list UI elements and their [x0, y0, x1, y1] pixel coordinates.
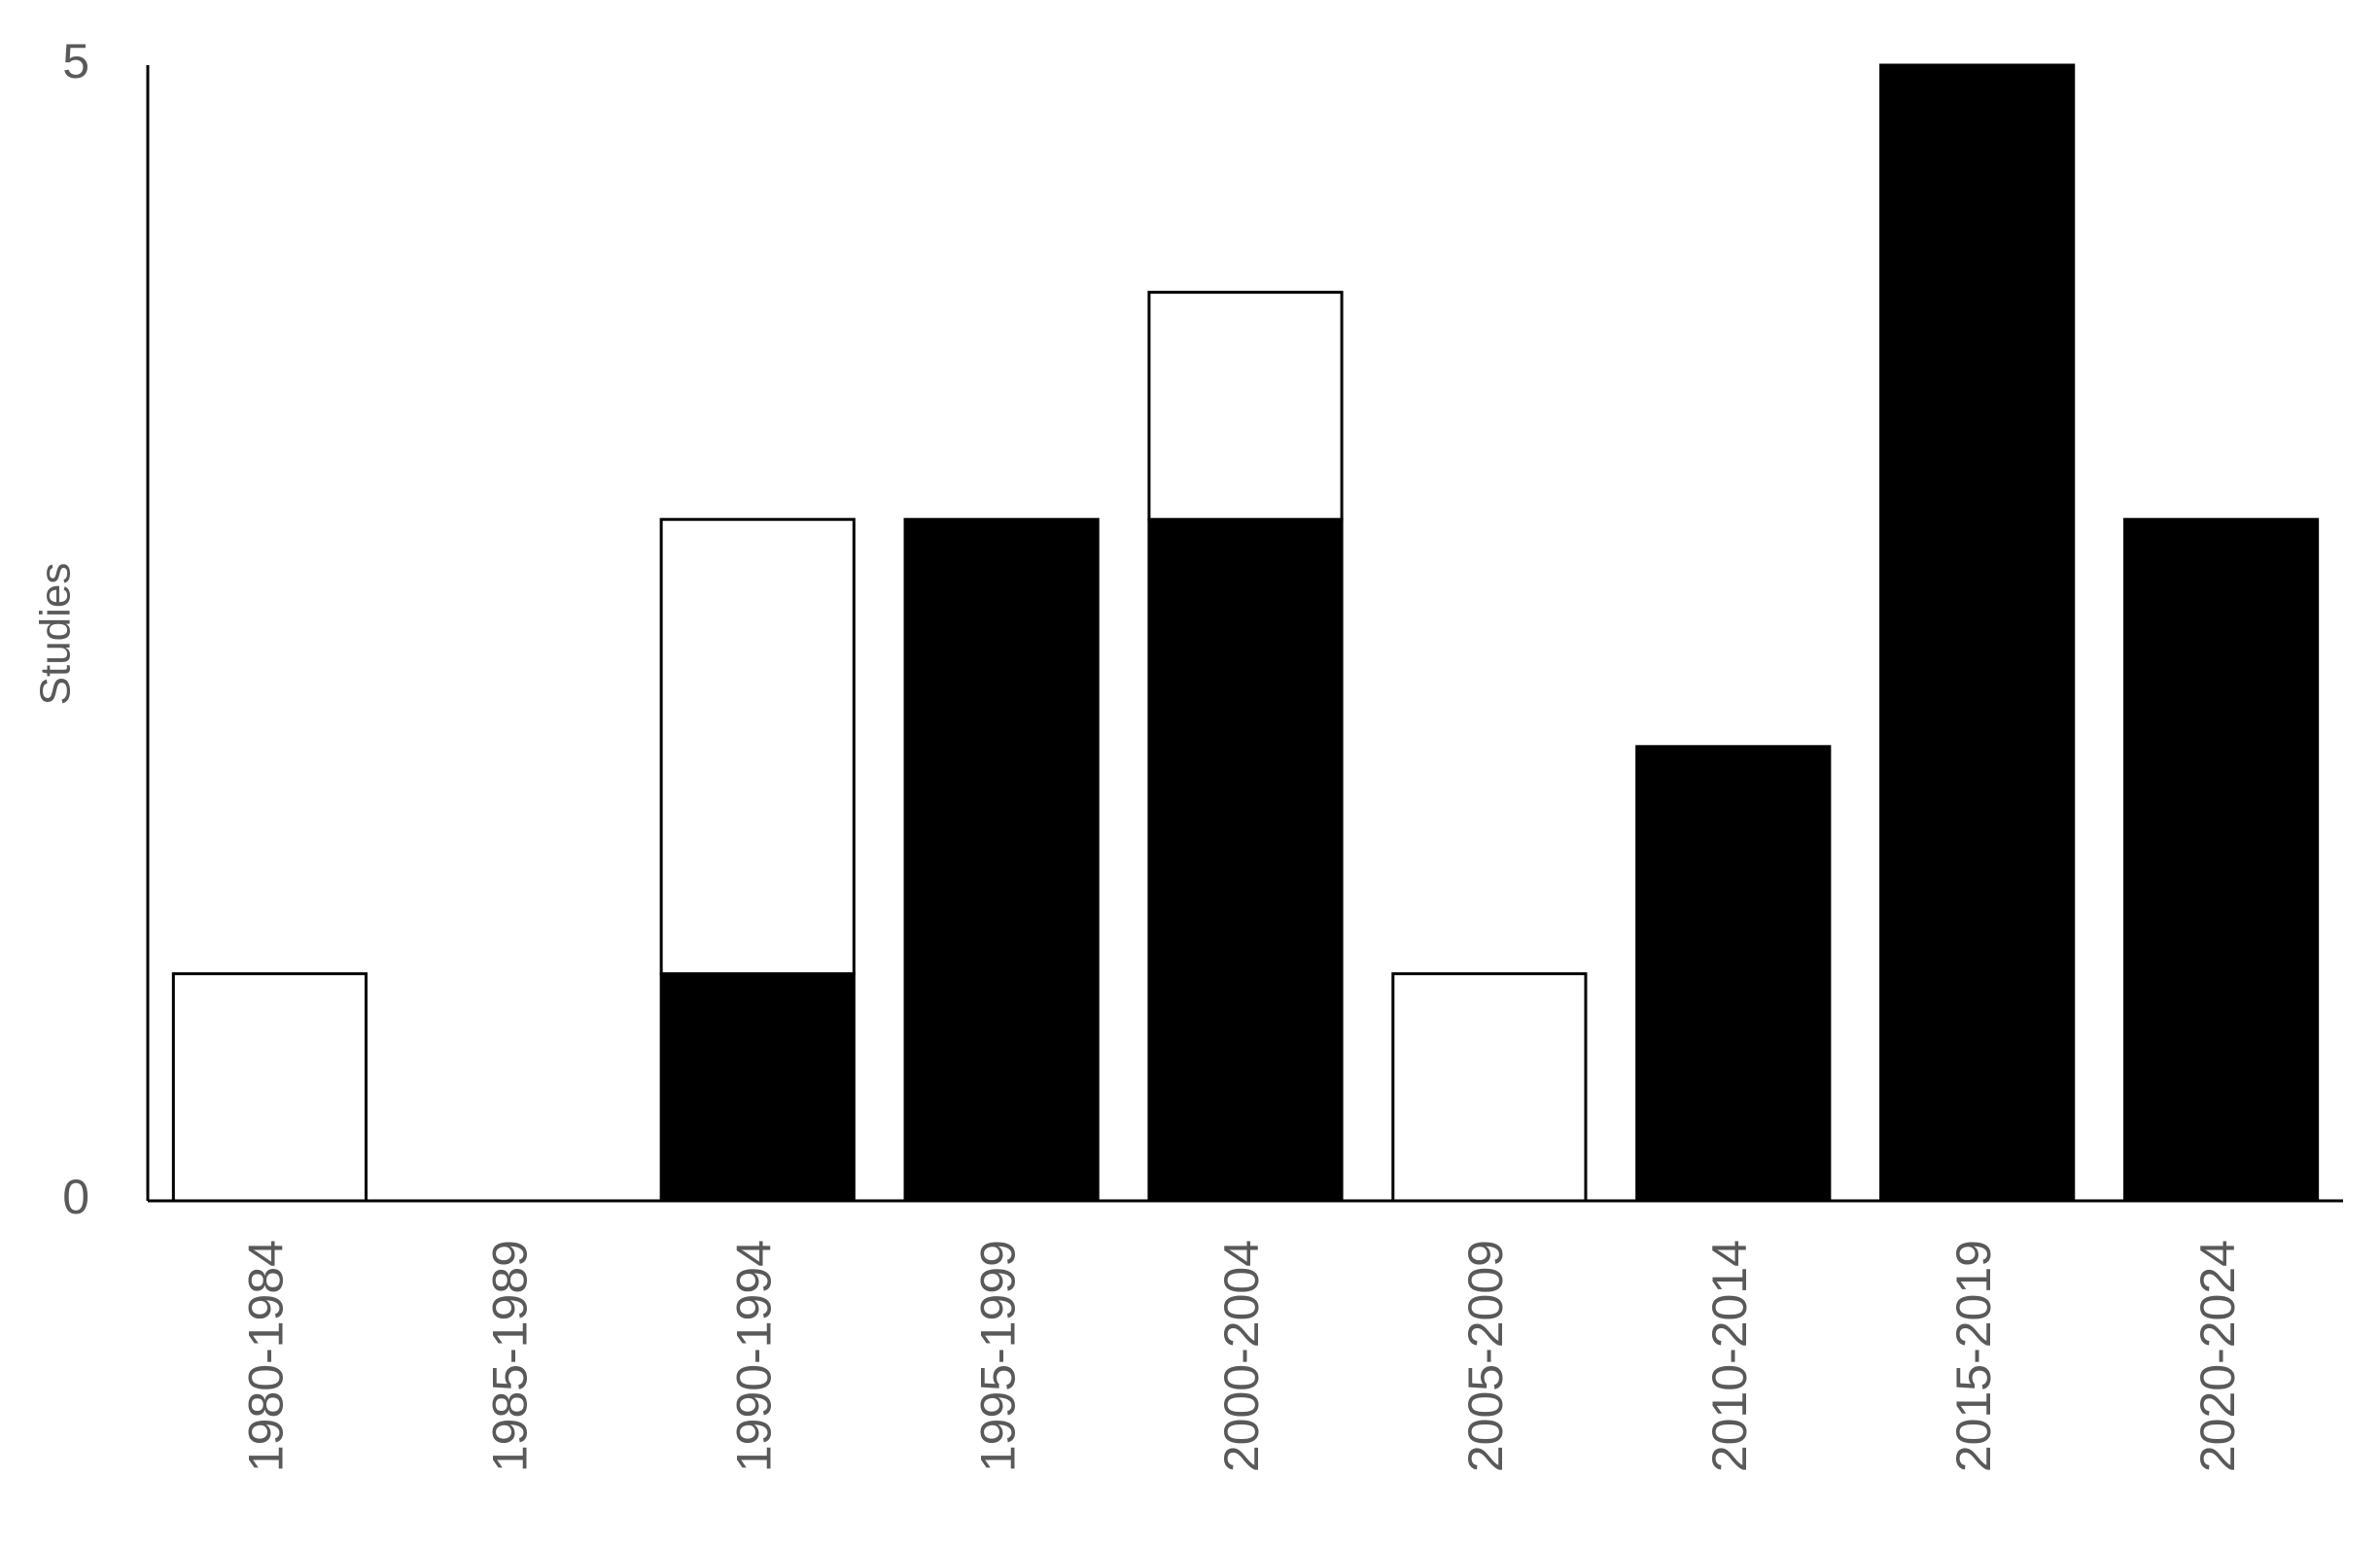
y-tick-label: 5 — [62, 34, 89, 88]
x-tick-label: 2020-2024 — [2190, 1240, 2245, 1472]
bar-segment — [171, 971, 368, 1203]
bar-segment — [2122, 517, 2320, 1203]
bar-segment — [659, 971, 856, 1203]
x-tick-label: 1995-1999 — [970, 1240, 1025, 1472]
bar-segment — [903, 517, 1100, 1203]
x-tick-label: 1985-1989 — [483, 1240, 538, 1472]
x-tick-label: 2015-2019 — [1946, 1240, 2001, 1472]
y-tick-label: 0 — [62, 1170, 89, 1224]
x-tick-label: 2010-2014 — [1702, 1240, 1757, 1472]
x-tick-label: 2005-2009 — [1458, 1240, 1513, 1472]
x-tick-label: 2000-2004 — [1214, 1240, 1269, 1472]
x-tick-label: 1980-1984 — [239, 1240, 294, 1472]
bar-segment — [1147, 291, 1344, 521]
bar-segment — [1147, 517, 1344, 1203]
bar-segment — [659, 517, 856, 975]
bar-segment — [1879, 63, 2076, 1203]
x-tick-label: 1990-1994 — [726, 1240, 781, 1472]
y-axis-label: Studies — [32, 563, 80, 706]
bar-segment — [1635, 745, 1832, 1203]
bar-segment — [1391, 971, 1588, 1203]
